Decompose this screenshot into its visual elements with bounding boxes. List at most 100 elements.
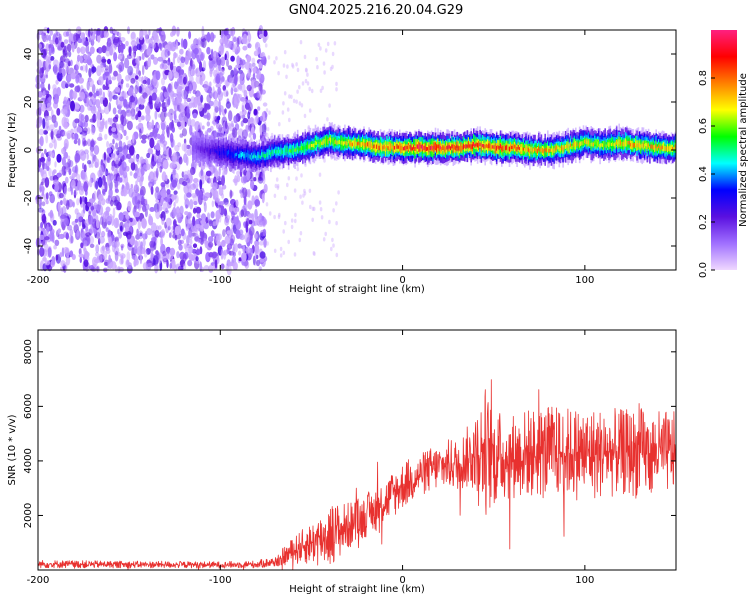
spectrogram-noise-cell — [173, 220, 177, 225]
spectrogram-noise-cell — [150, 54, 155, 60]
spectrogram-noise-cell — [158, 225, 162, 230]
spectrogram-noise-cell — [88, 98, 94, 108]
spectrogram-noise-cell — [291, 62, 294, 68]
spectrogram-noise-cell — [230, 87, 234, 96]
spectrogram-noise-cell — [217, 126, 221, 136]
spectrogram-noise-cell — [203, 114, 210, 119]
spectrogram-noise-cell — [186, 112, 191, 119]
spectrogram-noise-cell — [83, 259, 89, 268]
spectrogram-noise-cell — [197, 238, 202, 244]
spectrogram-noise-cell — [135, 154, 140, 163]
spectrogram-noise-cell — [146, 46, 152, 57]
spectrogram-noise-cell — [79, 196, 83, 205]
spectrogram-noise-cell — [80, 46, 86, 55]
spectrogram-noise-cell — [76, 198, 80, 206]
spectrogram-noise-cell — [139, 29, 144, 41]
spectrogram-noise-cell — [168, 232, 172, 239]
spectrogram-noise-cell — [120, 114, 124, 125]
spectrogram-noise-cell — [112, 94, 118, 100]
spectrogram-noise-cell — [299, 194, 302, 199]
spectrogram-noise-cell — [153, 179, 157, 185]
spectrogram-noise-cell — [209, 69, 214, 75]
spectrogram-noise-cell — [39, 183, 42, 193]
spectrogram-noise-cell — [318, 200, 322, 205]
spectrogram-noise-cell — [118, 212, 124, 221]
spectrogram-noise-cell — [69, 250, 74, 258]
spectrogram-noise-cell — [72, 119, 77, 129]
spectrogram-noise-cell — [287, 239, 291, 245]
spectrogram-noise-cell — [165, 197, 171, 203]
spectrogram-noise-cell — [127, 65, 134, 76]
spectrogram-noise-cell — [192, 216, 196, 227]
spectrogram-noise-cell — [68, 168, 72, 176]
spectrogram-noise-cell — [81, 196, 85, 202]
spectrogram-noise-cell — [337, 190, 340, 195]
spectrogram-noise-cell — [89, 243, 95, 248]
spectrogram-noise-cell — [129, 146, 135, 155]
spectrogram-noise-cell — [112, 138, 115, 145]
spectrogram-noise-cell — [287, 176, 291, 181]
spectrogram-noise-cell — [283, 91, 287, 96]
spectrogram-noise-cell — [78, 186, 85, 196]
spectrogram-noise-cell — [123, 129, 127, 136]
spectrogram-noise-cell — [112, 107, 117, 115]
spectrogram-noise-cell — [277, 214, 281, 220]
spectrogram-noise-cell — [319, 46, 322, 51]
spectrogram-noise-cell — [77, 54, 81, 61]
spectrogram-noise-cell — [48, 142, 54, 149]
spectrogram-noise-cell — [160, 237, 164, 247]
spectrogram-noise-cell — [151, 153, 155, 163]
spectrogram-noise-cell — [50, 56, 55, 61]
spectrogram-noise-cell — [132, 134, 135, 144]
spectrogram-noise-cell — [179, 102, 184, 111]
spectrogram-noise-cell — [224, 53, 227, 61]
spectrogram-noise-cell — [267, 55, 271, 60]
spectrogram-noise-cell — [150, 185, 154, 195]
spectrogram-noise-cell — [129, 70, 133, 79]
spectrogram-noise-cell — [73, 190, 78, 196]
spectrogram-noise-cell — [80, 32, 85, 39]
spectrogram-noise-cell — [183, 101, 188, 107]
spectrogram-noise-cell — [42, 90, 46, 96]
spectrogram-noise-cell — [103, 30, 109, 38]
spectrogram-noise-cell — [248, 213, 253, 219]
spectrogram-noise-cell — [224, 108, 227, 114]
spectrogram-noise-cell — [109, 213, 113, 220]
spectrogram-noise-cell — [115, 167, 119, 174]
spectrogram-noise-cell — [238, 250, 241, 256]
spectrogram-noise-cell — [250, 179, 255, 190]
spectrogram-noise-cell — [216, 57, 222, 66]
spectrogram-noise-cell — [45, 74, 48, 79]
spectrogram-noise-cell — [99, 216, 104, 225]
spectrogram-noise-cell — [54, 239, 60, 246]
spectrogram-noise-cell — [219, 107, 222, 116]
spectrogram-noise-cell — [53, 244, 57, 250]
spectrogram-noise-cell — [148, 171, 155, 183]
spectrogram-noise-cell — [96, 54, 102, 64]
spectrogram-noise-cell — [233, 67, 237, 77]
spectrogram-noise-cell — [95, 180, 99, 190]
spectrogram-noise-cell — [72, 166, 78, 173]
spectrogram-noise-cell — [134, 84, 139, 95]
spectrogram-noise-cell — [48, 96, 52, 103]
spectrogram-noise-cell — [161, 77, 165, 86]
spectrogram-noise-cell — [193, 200, 198, 206]
spectrogram-noise-cell — [146, 228, 153, 236]
spectrogram-noise-cell — [160, 188, 167, 199]
spectrogram-noise-cell — [73, 32, 79, 43]
spectrogram-noise-cell — [232, 178, 238, 184]
spectrogram-noise-cell — [326, 117, 329, 122]
spectrogram-noise-cell — [83, 164, 87, 173]
spectrogram-noise-cell — [233, 216, 239, 226]
spectrogram-noise-cell — [142, 79, 147, 85]
spectrogram-noise-cell — [49, 47, 52, 57]
spectrogram-noise-cell — [260, 229, 266, 237]
spectrogram-noise-cell — [104, 65, 109, 71]
spectrogram-noise-cell — [166, 259, 169, 269]
spectrogram-noise-cell — [150, 251, 154, 262]
spectrogram-noise-cell — [184, 211, 189, 216]
spectrogram-noise-cell — [330, 246, 333, 252]
spectrogram-noise-cell — [185, 204, 188, 209]
spectrogram-noise-cell — [220, 249, 224, 260]
spectrogram-noise-cell — [186, 177, 191, 184]
